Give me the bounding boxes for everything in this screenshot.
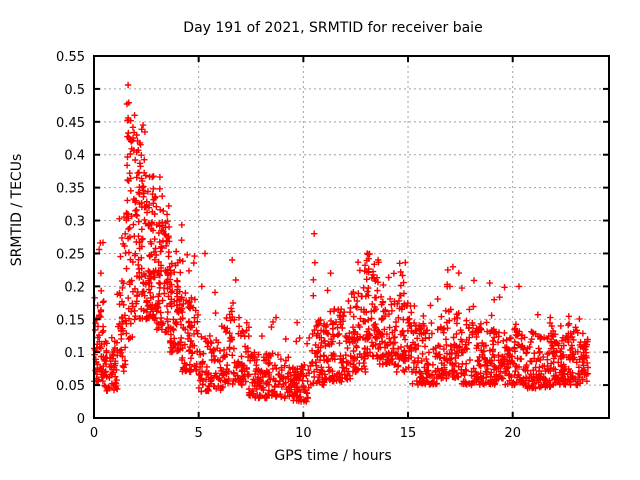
y-tick-label: 0.25: [56, 247, 85, 262]
y-tick-label: 0.2: [64, 280, 85, 295]
y-tick-label: 0: [77, 412, 85, 427]
x-axis-label: GPS time / hours: [274, 448, 392, 464]
x-tick-label: 20: [504, 426, 521, 441]
y-tick-label: 0.3: [64, 215, 85, 230]
tick-labels: 0 0.05 0.1 0.15 0.2 0.25 0.3 0.35 0.4 0.45 0.5 0.55…: [56, 50, 521, 441]
y-tick-label: 0.5: [64, 83, 85, 98]
x-tick-label: 0: [90, 426, 98, 441]
scatter-points: [91, 81, 592, 405]
y-tick-label: 0.4: [64, 149, 85, 164]
y-tick-label: 0.05: [56, 379, 85, 394]
y-tick-label: 0.35: [56, 182, 85, 197]
y-tick-label: 0.15: [56, 313, 85, 328]
chart-title: Day 191 of 2021, SRMTID for receiver bai…: [183, 20, 483, 36]
y-tick-label: 0.1: [64, 346, 85, 361]
x-tick-label: 15: [400, 426, 417, 441]
axes-border: [93, 55, 610, 419]
x-tick-label: 10: [295, 426, 312, 441]
y-tick-label: 0.45: [56, 116, 85, 131]
x-tick-label: 5: [195, 426, 203, 441]
y-tick-label: 0.55: [56, 50, 85, 65]
